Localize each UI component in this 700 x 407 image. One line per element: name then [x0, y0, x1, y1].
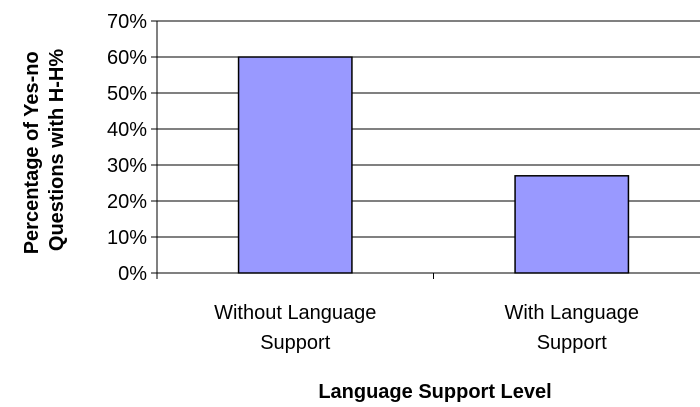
y-axis-title-line-2: Questions with H-H%	[46, 49, 68, 251]
x-category-label: Without Language Support	[214, 302, 376, 354]
y-tick-label: 60%	[107, 47, 147, 69]
bar	[237, 56, 353, 274]
y-tick-label: 30%	[107, 155, 147, 177]
y-tick-label: 70%	[107, 11, 147, 33]
x-category-label-line: Without Language	[214, 302, 376, 324]
y-tick-label: 20%	[107, 191, 147, 213]
x-axis-title: Language Support Level	[318, 381, 551, 403]
x-category-label-line: Support	[537, 332, 607, 354]
x-category-labels: Without Language Support With Language Supp…	[214, 302, 639, 354]
y-tick-label: 10%	[107, 227, 147, 249]
axes	[151, 20, 700, 279]
y-tick-label: 40%	[107, 119, 147, 141]
y-tick-label: 0%	[118, 263, 147, 285]
x-category-label-line: With Language	[504, 302, 639, 324]
y-axis-title-line-1: Percentage of Yes-no	[21, 51, 43, 254]
y-axis-title: Percentage of Yes-no Questions with H-H%	[21, 46, 68, 255]
bar	[514, 175, 630, 274]
y-tick-labels: 0% 10% 20% 30% 40% 50% 60% 70%	[107, 11, 147, 285]
x-category-label-line: Support	[260, 332, 330, 354]
y-tick-label: 50%	[107, 83, 147, 105]
x-category-label: With Language Support	[504, 302, 639, 354]
